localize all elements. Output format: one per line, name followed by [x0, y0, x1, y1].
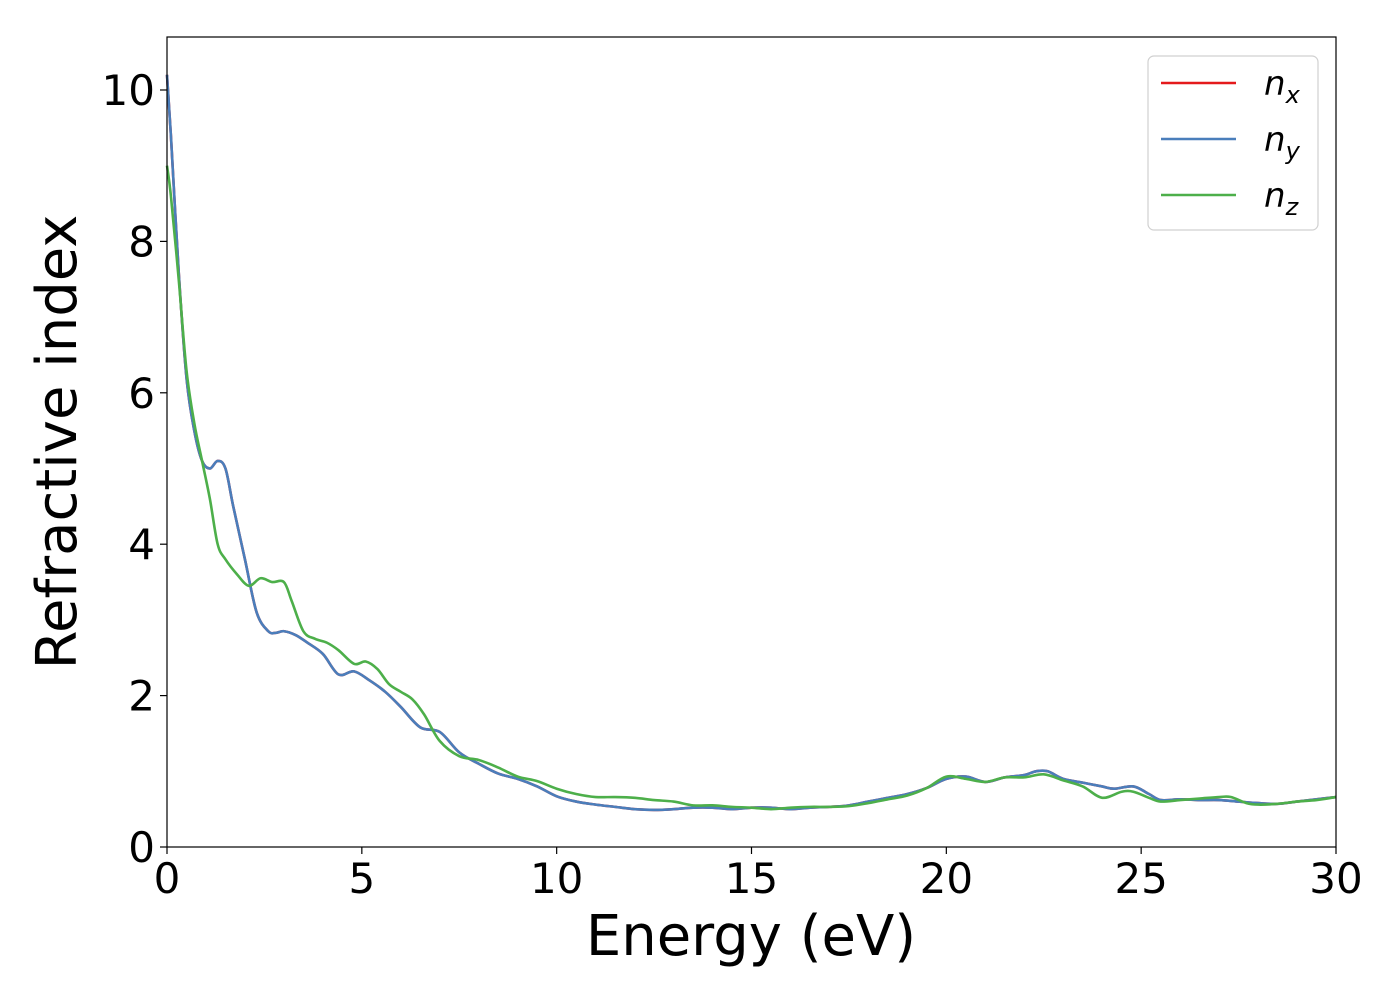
x-axis-ticks: 0 5 10 15 20 25 30: [154, 847, 1363, 903]
legend-label-subscript: x: [1285, 81, 1301, 109]
plot-background: [167, 37, 1336, 847]
x-tick-label: 20: [920, 854, 973, 903]
x-axis-label: Energy (eV): [586, 904, 916, 969]
y-tick-label: 8: [128, 217, 155, 266]
x-tick-label: 15: [725, 854, 778, 903]
x-tick-label: 25: [1114, 854, 1167, 903]
legend-label-base: n: [1264, 176, 1286, 216]
x-tick-label: 5: [348, 854, 375, 903]
series-line-z: [165, 165, 1337, 811]
series-line-y: [165, 74, 1337, 812]
y-tick-label: 4: [128, 520, 155, 569]
y-tick-label: 6: [128, 369, 155, 418]
legend-label-subscript: z: [1285, 193, 1300, 221]
y-axis-label: Refractive index: [25, 215, 90, 670]
y-axis-ticks: 0 2 4 6 8 10: [102, 66, 167, 872]
y-tick-label: 0: [128, 823, 155, 872]
x-tick-label: 0: [154, 854, 181, 903]
legend-label-y: ny: [1264, 120, 1301, 165]
legend-label-z: nz: [1264, 176, 1300, 221]
legend-label-base: n: [1264, 64, 1286, 104]
x-tick-label: 30: [1309, 854, 1362, 903]
x-tick-label: 10: [530, 854, 583, 903]
series-layer: [165, 74, 1337, 812]
y-tick-label: 10: [102, 66, 155, 115]
y-tick-label: 2: [128, 672, 155, 721]
legend-label-base: n: [1264, 120, 1286, 160]
legend-label-x: nx: [1264, 64, 1301, 109]
legend-label-subscript: y: [1285, 137, 1301, 165]
legend-box: [1147, 55, 1319, 231]
